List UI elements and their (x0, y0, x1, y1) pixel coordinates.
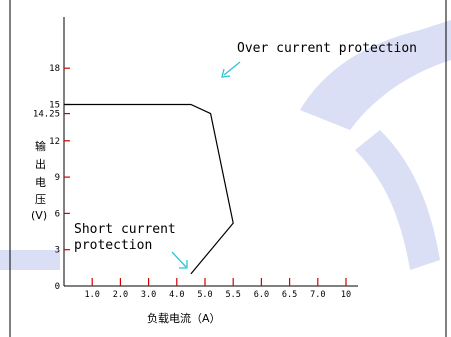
y-tick-label: 9 (55, 173, 60, 183)
x-tick-label: 6.0 (254, 290, 269, 300)
y-axis-title-char-3: 电 (35, 176, 46, 189)
y-tick-label: 6 (55, 209, 60, 219)
x-tick-label: 10 (341, 290, 351, 300)
x-tick-label: 2.0 (113, 290, 128, 300)
x-tick-label: 4.0 (169, 290, 184, 300)
y-tick-label: 3 (55, 246, 60, 256)
x-tick-label: 3.0 (141, 290, 156, 300)
over-current-arrow (221, 61, 241, 78)
y-tick-label: 14.25 (33, 110, 60, 120)
y-axis-title-unit: (V) (31, 209, 47, 222)
x-ticks: 1.0 2.0 3.0 4.0 5.0 5.5 6.0 6.5 7.0 10 (85, 278, 351, 300)
x-tick-label: 5.0 (197, 290, 212, 300)
x-axis-title: 负载电流（A） (147, 311, 221, 325)
short-current-label-line2: protection (74, 238, 152, 253)
short-current-label-line1: Short current (74, 222, 176, 237)
y-tick-label: 15 (49, 101, 60, 111)
y-tick-label: 0 (55, 282, 60, 292)
y-axis-title-char-2: 出 (35, 157, 46, 171)
x-tick-label: 1.0 (85, 290, 100, 300)
y-tick-label: 12 (49, 137, 60, 147)
short-current-arrow (171, 251, 188, 269)
over-current-label: Over current protection (237, 41, 417, 56)
watermark (0, 20, 451, 270)
x-tick-label: 6.5 (282, 290, 297, 300)
x-tick-label: 5.5 (226, 290, 241, 300)
y-axis-title-char-1: 输 (35, 139, 46, 153)
y-tick-label: 18 (49, 64, 60, 74)
output-voltage-curve (64, 103, 234, 275)
x-tick-label: 7.0 (310, 290, 325, 300)
y-axis-title-char-4: 压 (35, 193, 46, 206)
